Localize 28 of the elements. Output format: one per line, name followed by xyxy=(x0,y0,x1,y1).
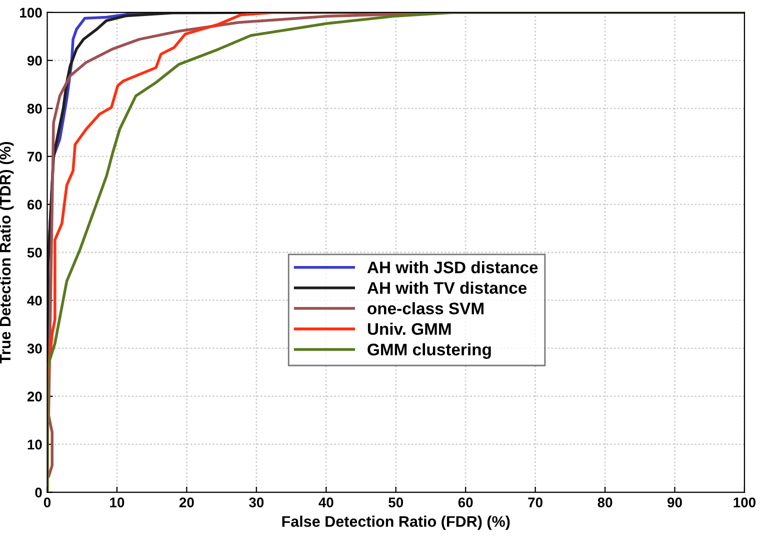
x-tick-label: 100 xyxy=(734,498,756,508)
y-tick-label: 80 xyxy=(27,104,42,114)
y-tick-label: 20 xyxy=(27,392,42,402)
x-tick-label: 40 xyxy=(318,498,334,508)
legend-label: AH with JSD distance xyxy=(367,261,538,274)
legend-label: Univ. GMM xyxy=(368,322,451,335)
legend-label: one-class SVM xyxy=(368,302,484,314)
x-tick-label: 90 xyxy=(668,498,682,508)
x-axis-title: False Detection Ratio (FDR) (%) xyxy=(282,516,510,530)
y-tick-label: 40 xyxy=(27,296,42,306)
x-tick-label: 10 xyxy=(110,498,124,508)
x-tick-label: 20 xyxy=(179,498,194,508)
y-tick-label: 90 xyxy=(27,56,42,66)
legend-label: AH with TV distance xyxy=(367,282,527,294)
y-tick-label: 100 xyxy=(20,8,42,18)
legend-label: GMM clustering xyxy=(368,343,491,359)
x-tick-label: 70 xyxy=(528,498,542,508)
y-tick-label: 60 xyxy=(27,200,42,210)
y-tick-label: 0 xyxy=(35,488,42,498)
y-tick-label: 30 xyxy=(27,344,42,354)
y-tick-label: 70 xyxy=(28,152,42,162)
x-tick-label: 30 xyxy=(249,498,264,508)
y-tick-label: 50 xyxy=(27,248,42,258)
x-tick-label: 50 xyxy=(388,498,404,508)
x-tick-label: 0 xyxy=(44,498,51,508)
x-tick-label: 80 xyxy=(598,498,612,508)
y-tick-label: 10 xyxy=(28,440,42,450)
x-tick-label: 60 xyxy=(458,498,473,508)
